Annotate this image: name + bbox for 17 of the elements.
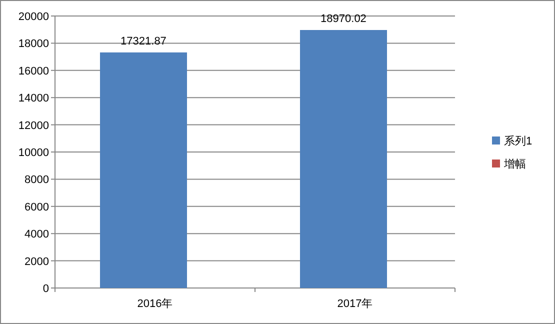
x-tick-label: 2017年	[337, 298, 373, 310]
data-label: 18970.02	[320, 13, 366, 26]
y-tick-label: 8000	[24, 174, 49, 186]
y-tick-label: 4000	[24, 228, 49, 241]
y-tick-label: 0	[42, 283, 49, 295]
x-tick-label: 2016年	[137, 298, 173, 310]
y-tick-label: 10000	[18, 147, 49, 159]
y-tick-label: 18000	[18, 38, 49, 50]
y-tick-label: 16000	[18, 65, 49, 78]
y-tick-label: 6000	[24, 201, 49, 214]
y-tick-label: 2000	[24, 256, 49, 268]
legend-label: 系列1	[504, 134, 532, 148]
y-tick-label: 14000	[18, 92, 49, 105]
legend-label: 增幅	[503, 158, 526, 170]
y-tick-label: 20000	[18, 11, 49, 23]
data-label: 17321.87	[120, 35, 166, 48]
y-tick-label: 12000	[18, 120, 49, 132]
